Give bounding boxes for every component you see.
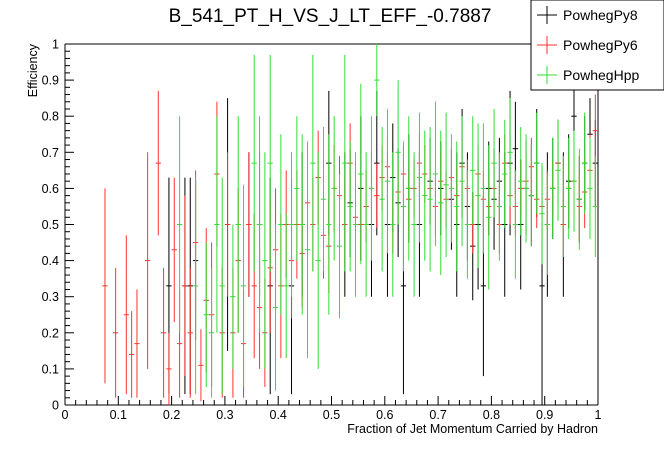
x-tick-label: 0.2	[163, 408, 180, 422]
legend-entries: PowhegPy8 PowhegPy6 PowhegHpp	[537, 6, 639, 84]
y-tick-label: 0.7	[42, 146, 59, 160]
x-tick-label: 0.6	[376, 408, 393, 422]
y-axis-tick-labels: 0 0.1 0.2 0.3 0.4 0.5 0.6 0.7 0.8 0.9 1	[42, 38, 59, 413]
x-axis-ticks	[64, 396, 599, 405]
data-series	[102, 44, 598, 405]
x-tick-label: 0.5	[323, 408, 340, 422]
x-tick-label: 0.1	[110, 408, 127, 422]
x-axis-label: Fraction of Jet Momentum Carried by Hadr…	[347, 422, 598, 436]
y-tick-label: 0.8	[42, 110, 59, 124]
chart-title: B_541_PT_H_VS_J_LT_EFF_-0.7887	[169, 6, 492, 27]
x-tick-label: 0	[62, 408, 69, 422]
x-tick-label: 0.9	[536, 408, 553, 422]
legend-entry: PowhegPy6	[537, 36, 638, 54]
y-tick-label: 0.3	[42, 290, 59, 304]
y-tick-label: 0.5	[42, 218, 59, 232]
y-tick-label: 0.9	[42, 74, 59, 88]
legend-entry: PowhegHpp	[537, 66, 639, 84]
legend-label: PowhegPy6	[563, 37, 638, 53]
x-tick-label: 1	[595, 408, 602, 422]
y-axis-ticks	[65, 43, 74, 406]
x-tick-label: 0.3	[216, 408, 233, 422]
y-tick-label: 0.1	[42, 362, 59, 376]
y-tick-label: 1	[52, 38, 59, 52]
y-tick-label: 0.4	[42, 254, 59, 268]
x-tick-label: 0.4	[270, 408, 287, 422]
y-tick-label: 0	[52, 399, 59, 413]
legend-entry: PowhegPy8	[537, 6, 638, 24]
x-tick-label: 0.7	[429, 408, 446, 422]
y-tick-label: 0.6	[42, 182, 59, 196]
series-PowhegHpp	[176, 44, 598, 398]
x-axis-tick-labels: 0 0.1 0.2 0.3 0.4 0.5 0.6 0.7 0.8 0.9 1	[62, 408, 602, 422]
legend: PowhegPy8 PowhegPy6 PowhegHpp	[530, 0, 664, 91]
legend-label: PowhegPy8	[563, 7, 638, 23]
legend-label: PowhegHpp	[563, 67, 639, 83]
y-tick-label: 0.2	[42, 326, 59, 340]
x-tick-label: 0.8	[483, 408, 500, 422]
y-axis-label: Efficiency	[26, 43, 40, 97]
